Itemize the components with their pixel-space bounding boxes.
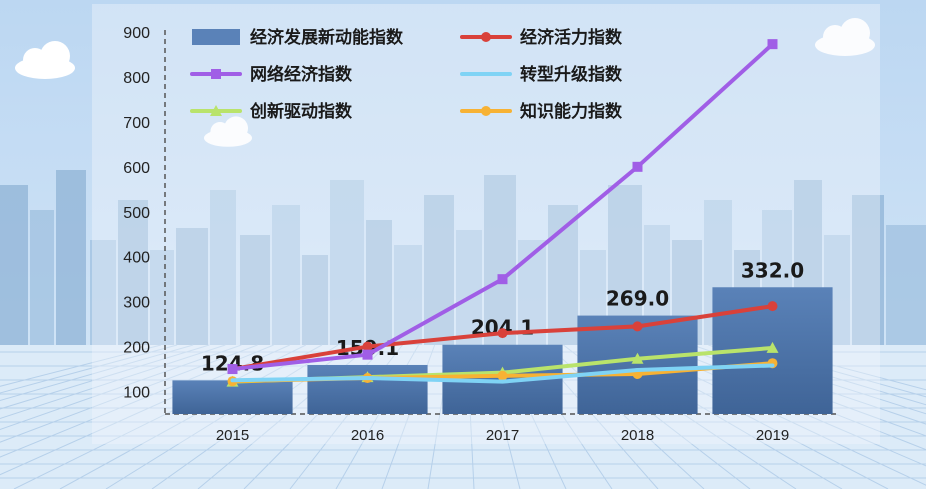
line-series bbox=[230, 363, 775, 384]
y-tick-label: 400 bbox=[123, 250, 150, 267]
skyline-building bbox=[484, 175, 516, 345]
series-line bbox=[230, 363, 775, 384]
floor-grid-line bbox=[105, 344, 339, 489]
y-axis-ticks: 100 200 300 400 500 600 700 800 900 bbox=[123, 25, 150, 402]
skyline-building bbox=[456, 230, 482, 345]
floor-grid-line bbox=[0, 344, 162, 387]
x-tick-label: 2015 bbox=[216, 427, 249, 444]
clouds-background bbox=[15, 18, 875, 147]
floor-grid-line bbox=[0, 344, 226, 420]
bar-data-label: 269.0 bbox=[606, 287, 669, 311]
cloud-shape bbox=[815, 18, 875, 56]
y-tick-label: 700 bbox=[123, 115, 150, 132]
floor-grid-line bbox=[547, 344, 705, 489]
line-point bbox=[497, 370, 508, 381]
y-tick-label: 300 bbox=[123, 295, 150, 312]
y-tick-label: 500 bbox=[123, 205, 150, 222]
line-point bbox=[767, 301, 778, 312]
city-skyline-background bbox=[0, 170, 926, 345]
y-tick-label: 800 bbox=[123, 70, 150, 87]
floor-grid-line bbox=[0, 344, 210, 410]
skyline-building bbox=[0, 185, 28, 345]
line-series bbox=[227, 39, 778, 375]
line-point bbox=[227, 364, 238, 375]
legend-swatch bbox=[192, 29, 240, 45]
legend-entry: 网络经济指数 bbox=[190, 64, 353, 85]
legend-entry: 知识能力指数 bbox=[460, 101, 623, 122]
legend-entry: 创新驱动指数 bbox=[190, 101, 353, 122]
y-tick-label: 100 bbox=[123, 385, 150, 402]
line-point bbox=[497, 328, 508, 339]
x-tick-label: 2019 bbox=[756, 427, 789, 444]
cloud-shape bbox=[15, 41, 75, 79]
cloud-shape bbox=[204, 116, 252, 147]
x-axis-ticks: 2015 2016 2017 2018 2019 bbox=[216, 427, 789, 444]
bar-data-label: 332.0 bbox=[741, 258, 804, 282]
y-tick-label: 600 bbox=[123, 160, 150, 177]
line-point bbox=[362, 341, 373, 352]
floor-grid-line bbox=[756, 344, 926, 391]
line-point bbox=[767, 39, 778, 50]
legend-label: 创新驱动指数 bbox=[249, 101, 353, 122]
legend-label: 网络经济指数 bbox=[250, 64, 353, 85]
skyline-building bbox=[518, 240, 546, 345]
skyline-building bbox=[330, 180, 364, 345]
floor-grid-line bbox=[0, 344, 178, 394]
legend-label: 经济发展新动能指数 bbox=[250, 27, 404, 48]
skyline-building bbox=[150, 250, 174, 345]
legend-label: 经济活力指数 bbox=[520, 27, 623, 48]
x-tick-label: 2018 bbox=[621, 427, 654, 444]
line-series-group bbox=[226, 39, 779, 387]
skyline-building bbox=[90, 240, 116, 345]
line-point bbox=[766, 341, 779, 353]
skyline-building bbox=[366, 220, 392, 345]
skyline-building bbox=[302, 255, 328, 345]
skyline-building bbox=[118, 200, 148, 345]
skyline-building bbox=[852, 195, 884, 345]
legend-label: 转型升级指数 bbox=[520, 64, 623, 85]
x-tick-label: 2017 bbox=[486, 427, 519, 444]
floor-grid-line bbox=[0, 344, 274, 458]
legend-entry: 转型升级指数 bbox=[460, 64, 623, 85]
skyline-building bbox=[240, 235, 270, 345]
line-point bbox=[497, 274, 508, 285]
legend-entry: 经济发展新动能指数 bbox=[192, 27, 404, 48]
y-tick-label: 200 bbox=[123, 340, 150, 357]
skyline-building bbox=[30, 210, 54, 345]
skyline-building bbox=[886, 225, 926, 345]
x-tick-label: 2016 bbox=[351, 427, 384, 444]
line-point bbox=[632, 321, 643, 332]
line-point bbox=[362, 349, 373, 360]
line-point bbox=[481, 106, 491, 116]
skyline-building bbox=[56, 170, 86, 345]
legend-entry: 经济活力指数 bbox=[460, 27, 623, 48]
skyline-building bbox=[272, 205, 300, 345]
floor-grid-line bbox=[59, 344, 323, 489]
line-point bbox=[631, 352, 644, 364]
floor-grid-line bbox=[0, 344, 194, 402]
skyline-building bbox=[210, 190, 236, 345]
line-point bbox=[632, 161, 643, 172]
floor-grid-line bbox=[0, 344, 258, 443]
legend-label: 知识能力指数 bbox=[519, 101, 623, 122]
line-point bbox=[481, 32, 491, 42]
floor-grid-line bbox=[0, 344, 242, 431]
line-point bbox=[210, 105, 222, 116]
line-point bbox=[211, 69, 221, 79]
skyline-building bbox=[176, 228, 208, 345]
floor-grid-line bbox=[13, 344, 307, 489]
y-tick-label: 900 bbox=[123, 25, 150, 42]
